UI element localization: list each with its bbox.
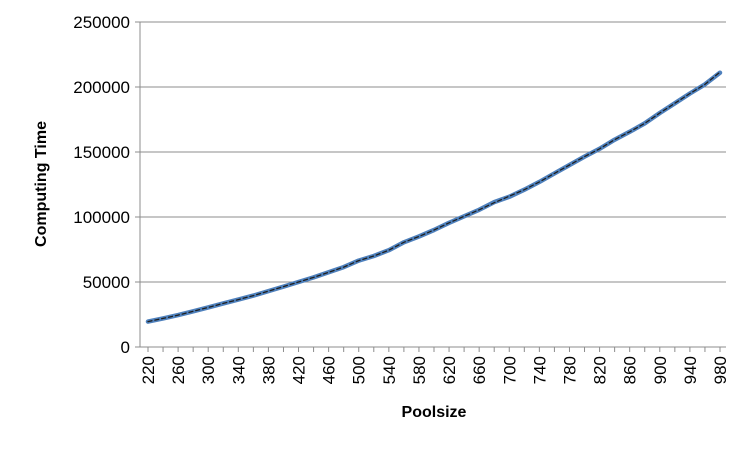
x-tick-label: 260 [169,356,188,384]
y-tick-label: 200000 [73,78,130,97]
gridlines [140,21,726,283]
x-tick-label: 780 [560,356,579,384]
y-tick-label: 250000 [73,13,130,32]
x-tick-label: 500 [350,356,369,384]
x-tick-label: 620 [440,356,459,384]
x-tick-label: 460 [320,356,339,384]
x-tick-label: 420 [290,356,309,384]
x-tick-label: 340 [229,356,248,384]
y-tick-label: 150000 [73,143,130,162]
x-tick-label: 700 [500,356,519,384]
x-tick-label: 900 [651,356,670,384]
x-tick-label: 540 [380,356,399,384]
y-tick-label: 100000 [73,208,130,227]
x-tick-label: 220 [139,356,158,384]
y-tick-labels: 0 50000 100000 150000 200000 250000 [73,13,130,357]
x-tick-label: 740 [530,356,549,384]
x-tick-label: 820 [591,356,610,384]
x-tick-label: 860 [621,356,640,384]
x-axis-title: Poolsize [402,404,467,421]
series-line-1 [145,70,723,324]
x-tick-label: 940 [681,356,700,384]
y-tick-label: 50000 [83,273,130,292]
x-tick-label: 660 [470,356,489,384]
y-tick-label: 0 [121,338,130,357]
x-tick-label: 380 [259,356,278,384]
series-lines [145,70,723,324]
x-tick-label: 980 [711,356,730,384]
x-tick-label: 300 [199,356,218,384]
x-tick-label: 580 [410,356,429,384]
series-line-2 [147,71,721,323]
axes [135,21,726,352]
y-axis-title: Computing Time [33,121,50,247]
x-tick-labels: 220 260 300 340 380 420 460 500 540 580 620 660 700 7… [139,356,730,384]
